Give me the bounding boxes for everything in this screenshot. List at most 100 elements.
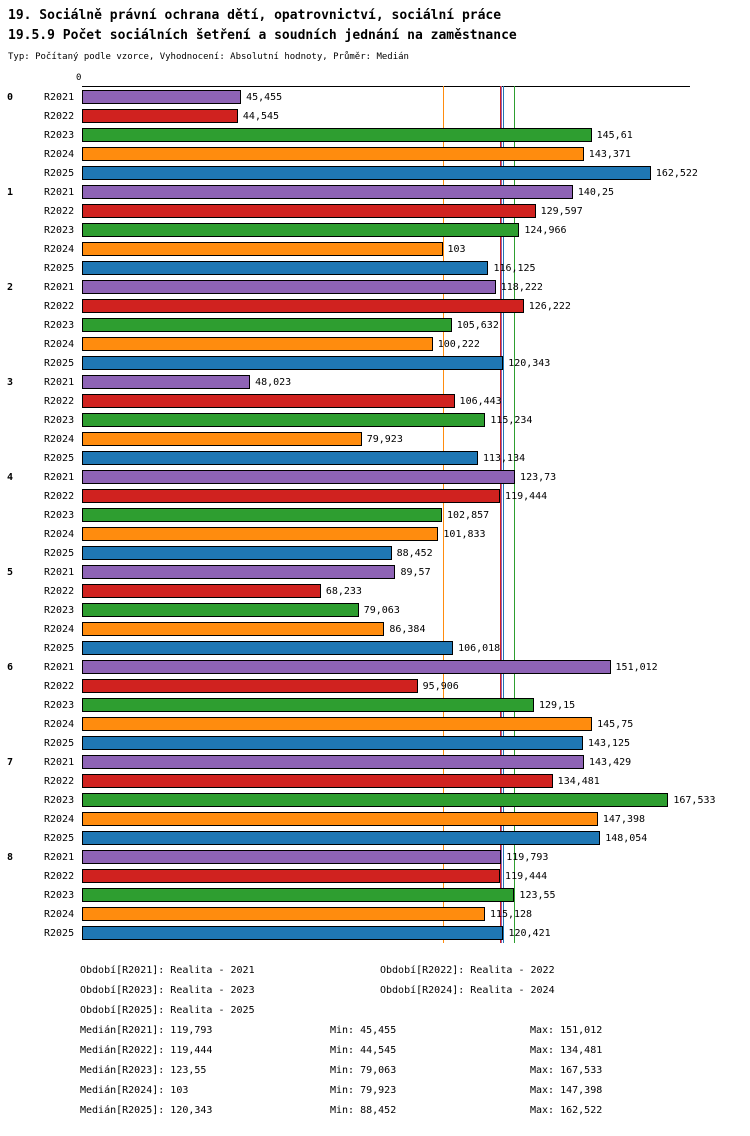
bar-cell: 86,384: [82, 620, 750, 639]
bar-value-label: 103: [447, 244, 466, 255]
group-label: [0, 791, 44, 810]
bar-r2021: [82, 755, 584, 769]
bar-value-label: 119,444: [505, 871, 548, 882]
bar-row: R2024 145,75: [0, 715, 750, 734]
series-label: R2023: [44, 130, 75, 141]
bar-r2025: [82, 546, 392, 560]
bar-value-label: 79,923: [366, 434, 403, 445]
bar-row: R2024 86,384: [0, 620, 750, 639]
bar-row: R2025 88,452: [0, 544, 750, 563]
group-label: 1: [7, 187, 14, 198]
group-label: [0, 107, 44, 126]
bar-cell: 68,233: [82, 582, 750, 601]
median-stat: Medián[R2024]: 103: [80, 1085, 189, 1096]
bar-value-label: 126,222: [528, 301, 571, 312]
bar-cell: 45,455: [82, 88, 750, 107]
group-label: [0, 905, 44, 924]
series-label: R2023: [44, 510, 75, 521]
bar-row: 2 R2021 118,222: [0, 278, 750, 297]
max-stat: Max: 162,522: [530, 1105, 603, 1116]
bar-row: R2025 120,343: [0, 354, 750, 373]
series-label: R2022: [44, 491, 75, 502]
bar-r2024: [82, 337, 433, 351]
series-label: R2021: [44, 282, 75, 293]
series-label: R2024: [44, 339, 75, 350]
group-label: [0, 696, 44, 715]
bar-value-label: 88,452: [396, 548, 433, 559]
bar-row: 5 R2021 89,57: [0, 563, 750, 582]
bar-value-label: 167,533: [673, 795, 716, 806]
bar-value-label: 118,222: [500, 282, 543, 293]
group-label: [0, 411, 44, 430]
group-label: [0, 316, 44, 335]
bar-cell: 151,012: [82, 658, 750, 677]
bar-cell: 101,833: [82, 525, 750, 544]
bar-r2022: [82, 109, 238, 123]
bar-cell: 88,452: [82, 544, 750, 563]
group-label: [0, 810, 44, 829]
bar-r2024: [82, 147, 584, 161]
bar-cell: 116,125: [82, 259, 750, 278]
bar-value-label: 79,063: [363, 605, 400, 616]
bar-row: R2023 115,234: [0, 411, 750, 430]
bar-r2021: [82, 470, 516, 484]
series-label: R2025: [44, 928, 75, 939]
series-label: R2021: [44, 567, 75, 578]
bar-r2024: [82, 432, 362, 446]
bar-r2024: [82, 527, 439, 541]
bar-row: R2022 44,545: [0, 107, 750, 126]
bar-row: R2023 102,857: [0, 506, 750, 525]
series-label: R2022: [44, 301, 75, 312]
series-label: R2024: [44, 529, 75, 540]
bar-chart: 0 0 R2021 45,455 R2022 44,545 R2023 145,61 R202…: [0, 66, 750, 943]
bar-r2022: [82, 204, 536, 218]
series-label: R2025: [44, 738, 75, 749]
median-stat: Medián[R2023]: 123,55: [80, 1065, 207, 1076]
bar-r2023: [82, 128, 592, 142]
max-stat: Max: 167,533: [530, 1065, 603, 1076]
max-stat: Max: 134,481: [530, 1045, 603, 1056]
bar-row: R2023 167,533: [0, 791, 750, 810]
group-label: [0, 297, 44, 316]
bar-row: R2025 143,125: [0, 734, 750, 753]
page-title-line2: 19.5.9 Počet sociálních šetření a soudní…: [8, 28, 517, 43]
bar-row: R2024 103: [0, 240, 750, 259]
bar-value-label: 100,222: [437, 339, 480, 350]
bar-row: R2025 116,125: [0, 259, 750, 278]
bar-cell: 145,75: [82, 715, 750, 734]
bar-r2021: [82, 185, 573, 199]
bar-value-label: 145,75: [597, 719, 634, 730]
group-label: [0, 164, 44, 183]
group-label: [0, 544, 44, 563]
bar-row: R2024 79,923: [0, 430, 750, 449]
bar-r2021: [82, 90, 242, 104]
bar-row: R2025 106,018: [0, 639, 750, 658]
series-label: R2024: [44, 719, 75, 730]
series-label: R2025: [44, 643, 75, 654]
bar-cell: 95,906: [82, 677, 750, 696]
bar-value-label: 44,545: [242, 111, 280, 122]
bar-cell: 124,966: [82, 221, 750, 240]
series-label: R2024: [44, 814, 75, 825]
group-label: [0, 354, 44, 373]
bar-row: R2023 129,15: [0, 696, 750, 715]
bar-row: R2022 119,444: [0, 487, 750, 506]
group-label: [0, 867, 44, 886]
group-label: [0, 430, 44, 449]
bar-r2022: [82, 679, 418, 693]
bar-value-label: 162,522: [655, 168, 698, 179]
median-stat: Medián[R2021]: 119,793: [80, 1025, 213, 1036]
bar-cell: 103: [82, 240, 750, 259]
bar-cell: 89,57: [82, 563, 750, 582]
group-label: 2: [7, 282, 14, 293]
bar-value-label: 115,234: [490, 415, 533, 426]
series-label: R2023: [44, 320, 75, 331]
median-stat: Medián[R2025]: 120,343: [80, 1105, 213, 1116]
series-label: R2025: [44, 263, 75, 274]
bar-row: R2025 120,421: [0, 924, 750, 943]
stats: Medián[R2021]: 119,793 Min: 45,455 Max: 15…: [80, 1021, 750, 1121]
bar-row: R2022 126,222: [0, 297, 750, 316]
min-stat: Min: 45,455: [330, 1025, 397, 1036]
series-label: R2024: [44, 149, 75, 160]
group-label: [0, 582, 44, 601]
